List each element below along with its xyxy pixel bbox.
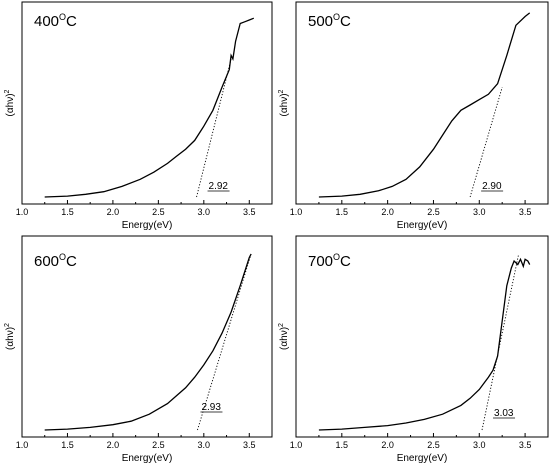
bandgap-label: 2.90 xyxy=(482,181,502,192)
panel-title-value: 600 xyxy=(34,253,59,270)
panel-title-value: 500 xyxy=(308,13,333,30)
y-axis-label-sup: 2 xyxy=(4,89,11,93)
chart-panel-2: 1.0 1.5 2.0 2.5 3.0 3.5 Energy(eV) (αhν)2 500OC 2… xyxy=(278,1,549,231)
x-tick-label: 2.0 xyxy=(107,207,120,217)
absorption-curve xyxy=(318,257,531,431)
panel-title-degree: O xyxy=(59,12,66,22)
y-axis-label-main: (αhν) xyxy=(279,327,290,350)
panel-title: 500OC xyxy=(308,12,351,30)
absorption-curve xyxy=(318,12,531,198)
y-axis-label-sup: 2 xyxy=(278,89,285,93)
x-tick-label: 3.5 xyxy=(243,440,256,450)
x-tick-label: 1.5 xyxy=(336,207,349,217)
panel-title-unit: C xyxy=(66,13,77,30)
tangent-fit-line xyxy=(481,253,520,431)
x-tick-label: 3.5 xyxy=(243,207,256,217)
x-tick-label: 2.5 xyxy=(152,440,165,450)
plot-frame xyxy=(21,1,273,205)
chart-panel-4: 1.0 1.5 2.0 2.5 3.0 3.5 Energy(eV) (αhν)2 700OC 3… xyxy=(278,235,549,464)
x-tick-label: 3.0 xyxy=(473,440,486,450)
tangent-fit-line xyxy=(197,253,252,431)
plot-frame xyxy=(295,1,549,205)
y-axis-label-main: (αhν) xyxy=(5,93,16,116)
x-tick-label: 2.5 xyxy=(427,207,440,217)
bandgap-label: 3.03 xyxy=(494,408,514,419)
panel-title-unit: C xyxy=(66,253,77,270)
y-axis-label-main: (αhν) xyxy=(279,93,290,116)
x-tick-label: 3.0 xyxy=(198,207,211,217)
x-tick-label: 3.0 xyxy=(473,207,486,217)
x-tick-label: 2.5 xyxy=(152,207,165,217)
panel-title-degree: O xyxy=(333,12,340,22)
panel-title-value: 700 xyxy=(308,253,333,270)
bandgap-label: 2.93 xyxy=(201,402,221,413)
bandgap-label: 2.92 xyxy=(209,181,229,192)
absorption-curve xyxy=(44,17,255,198)
plot-frame xyxy=(21,235,273,438)
x-tick-label: 2.0 xyxy=(381,207,394,217)
panel-title-value: 400 xyxy=(34,13,59,30)
x-tick-label: 1.0 xyxy=(290,440,303,450)
panel-title-unit: C xyxy=(340,13,351,30)
x-tick-label: 1.0 xyxy=(16,207,29,217)
x-tick-label: 1.0 xyxy=(16,440,29,450)
y-axis-label: (αhν)2 xyxy=(4,89,16,116)
x-tick-label: 1.0 xyxy=(290,207,303,217)
y-axis-label-sup: 2 xyxy=(4,323,11,327)
y-axis-label-main: (αhν) xyxy=(5,327,16,350)
x-tick-label: 3.0 xyxy=(198,440,211,450)
y-axis-label: (αhν)2 xyxy=(278,89,290,116)
y-axis-label: (αhν)2 xyxy=(4,323,16,350)
x-axis-label: Energy(eV) xyxy=(397,453,448,464)
x-axis-label: Energy(eV) xyxy=(122,220,173,231)
panel-title: 400OC xyxy=(34,12,77,30)
tangent-fit-line xyxy=(196,58,232,198)
x-tick-label: 2.0 xyxy=(107,440,120,450)
panel-title-degree: O xyxy=(59,252,66,262)
panel-title-unit: C xyxy=(340,253,351,270)
x-axis-label: Energy(eV) xyxy=(397,220,448,231)
x-tick-label: 3.5 xyxy=(519,207,532,217)
panel-title: 700OC xyxy=(308,252,351,270)
x-tick-label: 1.5 xyxy=(61,207,74,217)
plot-frame xyxy=(295,235,549,438)
absorption-curve xyxy=(44,253,252,431)
chart-panel-3: 1.0 1.5 2.0 2.5 3.0 3.5 Energy(eV) (αhν)2 600OC 2… xyxy=(4,235,273,464)
tangent-fit-line xyxy=(469,87,503,198)
x-tick-label: 2.5 xyxy=(427,440,440,450)
panel-title: 600OC xyxy=(34,252,77,270)
x-tick-label: 1.5 xyxy=(61,440,74,450)
y-axis-label-sup: 2 xyxy=(278,323,285,327)
y-axis-label: (αhν)2 xyxy=(278,323,290,350)
chart-panel-1: 1.0 1.5 2.0 2.5 3.0 3.5 Energy(eV) (αhν)2 400OC 2… xyxy=(4,1,273,231)
x-tick-label: 2.0 xyxy=(381,440,394,450)
x-axis-label: Energy(eV) xyxy=(122,453,173,464)
panel-title-degree: O xyxy=(333,252,340,262)
x-tick-label: 1.5 xyxy=(336,440,349,450)
x-tick-label: 3.5 xyxy=(519,440,532,450)
